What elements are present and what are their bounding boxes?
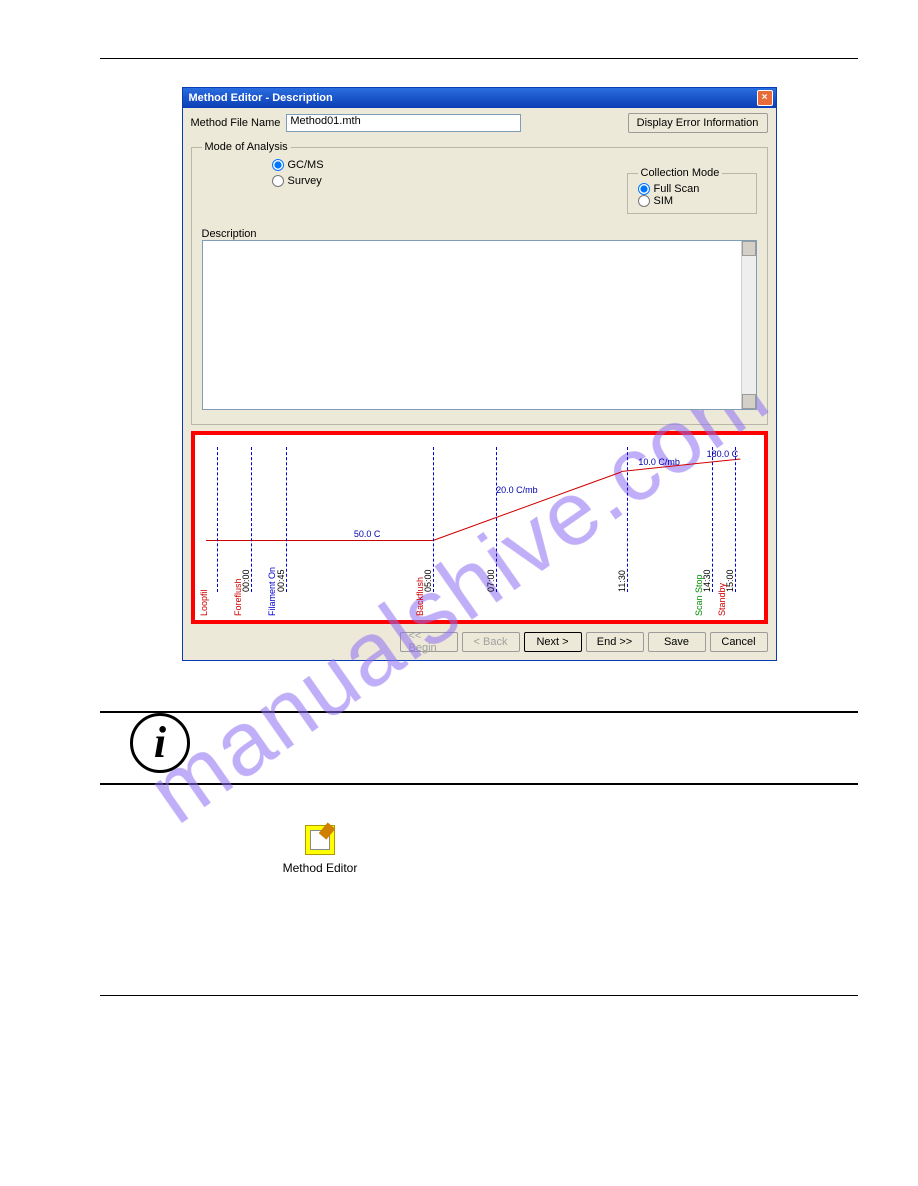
event-time-label: 00:45 [276, 569, 286, 592]
method-profile-chart: 50.0 C 20.0 C/mb 10.0 C/mb 180.0 C Loopf… [191, 431, 768, 624]
anno-hold-temp: 50.0 C [354, 529, 381, 539]
radio-sim[interactable]: SIM [638, 195, 746, 207]
mode-of-analysis-group: Mode of Analysis GC/MS Survey [191, 141, 768, 425]
next-button[interactable]: Next > [524, 632, 582, 652]
event-name-label: Scan Stop [694, 574, 704, 616]
save-button[interactable]: Save [648, 632, 706, 652]
event-marker [627, 447, 628, 592]
event-name-label: Foreflush [233, 578, 243, 616]
info-icon: i [130, 713, 190, 773]
mode-of-analysis-legend: Mode of Analysis [202, 141, 291, 153]
method-editor-caption: Method Editor [260, 861, 380, 875]
display-error-button[interactable]: Display Error Information [628, 113, 768, 133]
scrollbar[interactable] [741, 241, 756, 409]
event-name-label: Loopfil [199, 589, 209, 616]
anno-ramp2: 10.0 C/mb [638, 457, 680, 467]
method-editor-window: Method Editor - Description × Method Fil… [182, 87, 777, 661]
window-titlebar: Method Editor - Description × [183, 88, 776, 108]
wizard-button-row: << Begin < Back Next > End >> Save Cance… [191, 632, 768, 652]
document-page: Method Editor - Description × Method Fil… [0, 0, 918, 1042]
description-label: Description [202, 228, 757, 240]
window-title: Method Editor - Description [189, 92, 333, 104]
top-rule [100, 58, 858, 59]
method-file-row: Method File Name Method01.mth Display Er… [191, 113, 768, 133]
method-editor-icon-block: Method Editor [260, 825, 380, 875]
event-marker [712, 447, 713, 592]
radio-fullscan[interactable]: Full Scan [638, 183, 746, 195]
radio-fullscan-input[interactable] [638, 183, 650, 195]
scroll-down-icon[interactable] [742, 394, 756, 409]
event-name-label: Backflush [415, 577, 425, 616]
note-rule-bottom [100, 783, 858, 785]
collection-mode-legend: Collection Mode [638, 167, 723, 179]
radio-fullscan-label: Full Scan [654, 183, 700, 195]
method-file-label: Method File Name [191, 117, 281, 129]
event-marker [251, 447, 252, 592]
collection-mode-group: Collection Mode Full Scan SIM [627, 167, 757, 214]
radio-sim-label: SIM [654, 195, 674, 207]
event-time-label: 11:30 [617, 570, 627, 592]
bottom-rule [100, 995, 858, 996]
event-name-label: Standby [717, 583, 727, 616]
close-icon[interactable]: × [757, 90, 773, 106]
radio-survey-label: Survey [288, 175, 322, 187]
event-marker [735, 447, 736, 592]
note-rule-top [100, 711, 858, 713]
radio-gcms-input[interactable] [272, 159, 284, 171]
scroll-up-icon[interactable] [742, 241, 756, 256]
profile-segment-hold [206, 540, 434, 541]
note-block: i [100, 711, 858, 785]
radio-survey-input[interactable] [272, 175, 284, 187]
end-button[interactable]: End >> [586, 632, 644, 652]
window-client-area: Method File Name Method01.mth Display Er… [183, 108, 776, 660]
profile-segment-ramp1 [433, 472, 621, 541]
anno-ramp1: 20.0 C/mb [496, 485, 538, 495]
radio-gcms[interactable]: GC/MS [272, 159, 324, 171]
radio-sim-input[interactable] [638, 195, 650, 207]
description-textarea[interactable] [202, 240, 757, 410]
method-editor-icon [305, 825, 335, 855]
back-button: < Back [462, 632, 520, 652]
method-file-input[interactable]: Method01.mth [286, 114, 521, 132]
radio-gcms-label: GC/MS [288, 159, 324, 171]
event-marker [217, 447, 218, 592]
cancel-button[interactable]: Cancel [710, 632, 768, 652]
event-marker [433, 447, 434, 592]
event-marker [496, 447, 497, 592]
radio-survey[interactable]: Survey [272, 175, 324, 187]
event-time-label: 07:00 [486, 569, 496, 592]
begin-button: << Begin [400, 632, 458, 652]
event-name-label: Filament On [267, 567, 277, 616]
